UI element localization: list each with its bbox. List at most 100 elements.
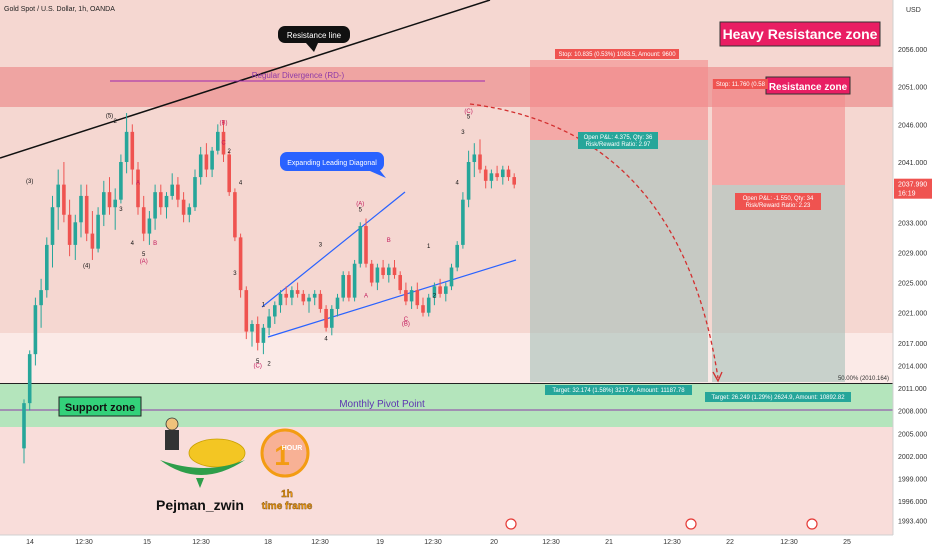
candle[interactable] — [347, 271, 351, 302]
candle[interactable] — [478, 139, 482, 174]
candle[interactable] — [369, 259, 374, 287]
position2-target-tag[interactable]: Target: 26.249 (1.29%) 2624.9, Amount: 1… — [705, 392, 851, 402]
position1-stop-box[interactable] — [530, 60, 708, 140]
candle[interactable] — [238, 233, 243, 298]
candle[interactable] — [33, 297, 38, 366]
candle[interactable] — [159, 184, 163, 215]
candle[interactable] — [375, 263, 380, 291]
position2-target-box[interactable] — [712, 185, 845, 382]
flag-icon[interactable] — [806, 518, 818, 530]
candle[interactable] — [330, 305, 334, 336]
candle[interactable] — [324, 305, 328, 332]
candle[interactable] — [404, 282, 408, 306]
candle[interactable] — [444, 282, 448, 302]
candle[interactable] — [398, 271, 402, 294]
flag-icon[interactable] — [685, 518, 697, 530]
resistance-line-callout[interactable]: Resistance line — [278, 26, 350, 52]
candle[interactable] — [495, 165, 499, 181]
diagonal-callout[interactable]: Expanding Leading Diagonal — [280, 152, 386, 178]
candle[interactable] — [244, 286, 249, 340]
candle[interactable] — [301, 290, 306, 306]
candle[interactable] — [84, 184, 89, 242]
candle[interactable] — [501, 165, 505, 185]
candle[interactable] — [364, 218, 368, 268]
candle[interactable] — [392, 259, 397, 279]
candle[interactable] — [130, 124, 135, 185]
candle[interactable] — [278, 290, 283, 313]
candle[interactable] — [147, 210, 152, 245]
candle[interactable] — [335, 293, 340, 317]
candle[interactable] — [512, 173, 516, 189]
candle[interactable] — [27, 350, 32, 411]
candle[interactable] — [90, 210, 95, 260]
candle[interactable] — [318, 290, 323, 313]
candle[interactable] — [107, 177, 112, 215]
support-zone-label[interactable]: Support zone — [58, 396, 142, 417]
position1-stop-tag[interactable]: Stop: 10.835 (0.53%) 1083.5, Amount: 960… — [555, 49, 679, 59]
candle[interactable] — [461, 192, 465, 249]
candle[interactable] — [204, 143, 209, 178]
candle[interactable] — [62, 162, 66, 223]
candle[interactable] — [290, 286, 294, 306]
resistance-zone-label[interactable]: Resistance zone — [765, 76, 851, 95]
candle[interactable] — [170, 173, 174, 200]
position1-target-box[interactable] — [530, 140, 708, 382]
candle[interactable] — [102, 180, 106, 227]
candle[interactable] — [198, 146, 203, 185]
candle[interactable] — [67, 199, 72, 257]
projection-arrow[interactable] — [469, 103, 719, 379]
candle[interactable] — [415, 282, 420, 309]
candle[interactable] — [113, 188, 117, 230]
candle[interactable] — [164, 192, 169, 219]
candle[interactable] — [50, 195, 55, 268]
candle[interactable] — [483, 165, 488, 189]
position2-stop-tag[interactable]: Stop: 11.760 (0.58 — [713, 79, 768, 89]
candle[interactable] — [141, 195, 146, 242]
candle[interactable] — [210, 146, 214, 178]
candle[interactable] — [227, 150, 231, 196]
candle[interactable] — [193, 169, 197, 211]
candle[interactable] — [426, 293, 431, 317]
heavy-resistance-label[interactable]: Heavy Resistance zone — [719, 21, 881, 47]
candle[interactable] — [438, 278, 442, 298]
candle[interactable] — [273, 301, 277, 325]
candle[interactable] — [455, 241, 459, 272]
candle[interactable] — [96, 207, 100, 253]
candle[interactable] — [153, 184, 157, 230]
candle[interactable] — [250, 320, 254, 347]
candle[interactable] — [295, 282, 300, 298]
candle[interactable] — [381, 259, 385, 279]
position1-target-tag[interactable]: Target: 32.174 (1.58%) 3217.4, Amount: 1… — [545, 385, 692, 395]
candle[interactable] — [255, 316, 260, 351]
lightning-icon[interactable] — [505, 518, 517, 530]
candle[interactable] — [124, 113, 129, 174]
candle[interactable] — [79, 184, 83, 238]
candle[interactable] — [187, 203, 192, 223]
candle[interactable] — [421, 297, 425, 317]
candle[interactable] — [341, 271, 345, 302]
resistance-trendline[interactable] — [0, 0, 491, 159]
candle[interactable] — [506, 165, 511, 181]
candle[interactable] — [56, 169, 60, 230]
candle[interactable] — [358, 222, 363, 268]
candle[interactable] — [312, 290, 317, 306]
candle[interactable] — [22, 399, 26, 464]
candle[interactable] — [136, 162, 140, 215]
candle[interactable] — [466, 150, 471, 208]
candle[interactable] — [352, 259, 357, 302]
candle[interactable] — [176, 177, 180, 208]
candle[interactable] — [261, 324, 266, 355]
candle[interactable] — [221, 120, 226, 163]
candle[interactable] — [181, 192, 186, 223]
candle[interactable] — [284, 286, 288, 306]
candle[interactable] — [45, 237, 49, 298]
candle[interactable] — [233, 188, 237, 242]
candle[interactable] — [472, 143, 477, 178]
diagonal-lower-line[interactable] — [267, 259, 517, 338]
position2-stop-box[interactable] — [712, 79, 845, 185]
candle[interactable] — [73, 214, 78, 260]
candle[interactable] — [307, 293, 311, 313]
